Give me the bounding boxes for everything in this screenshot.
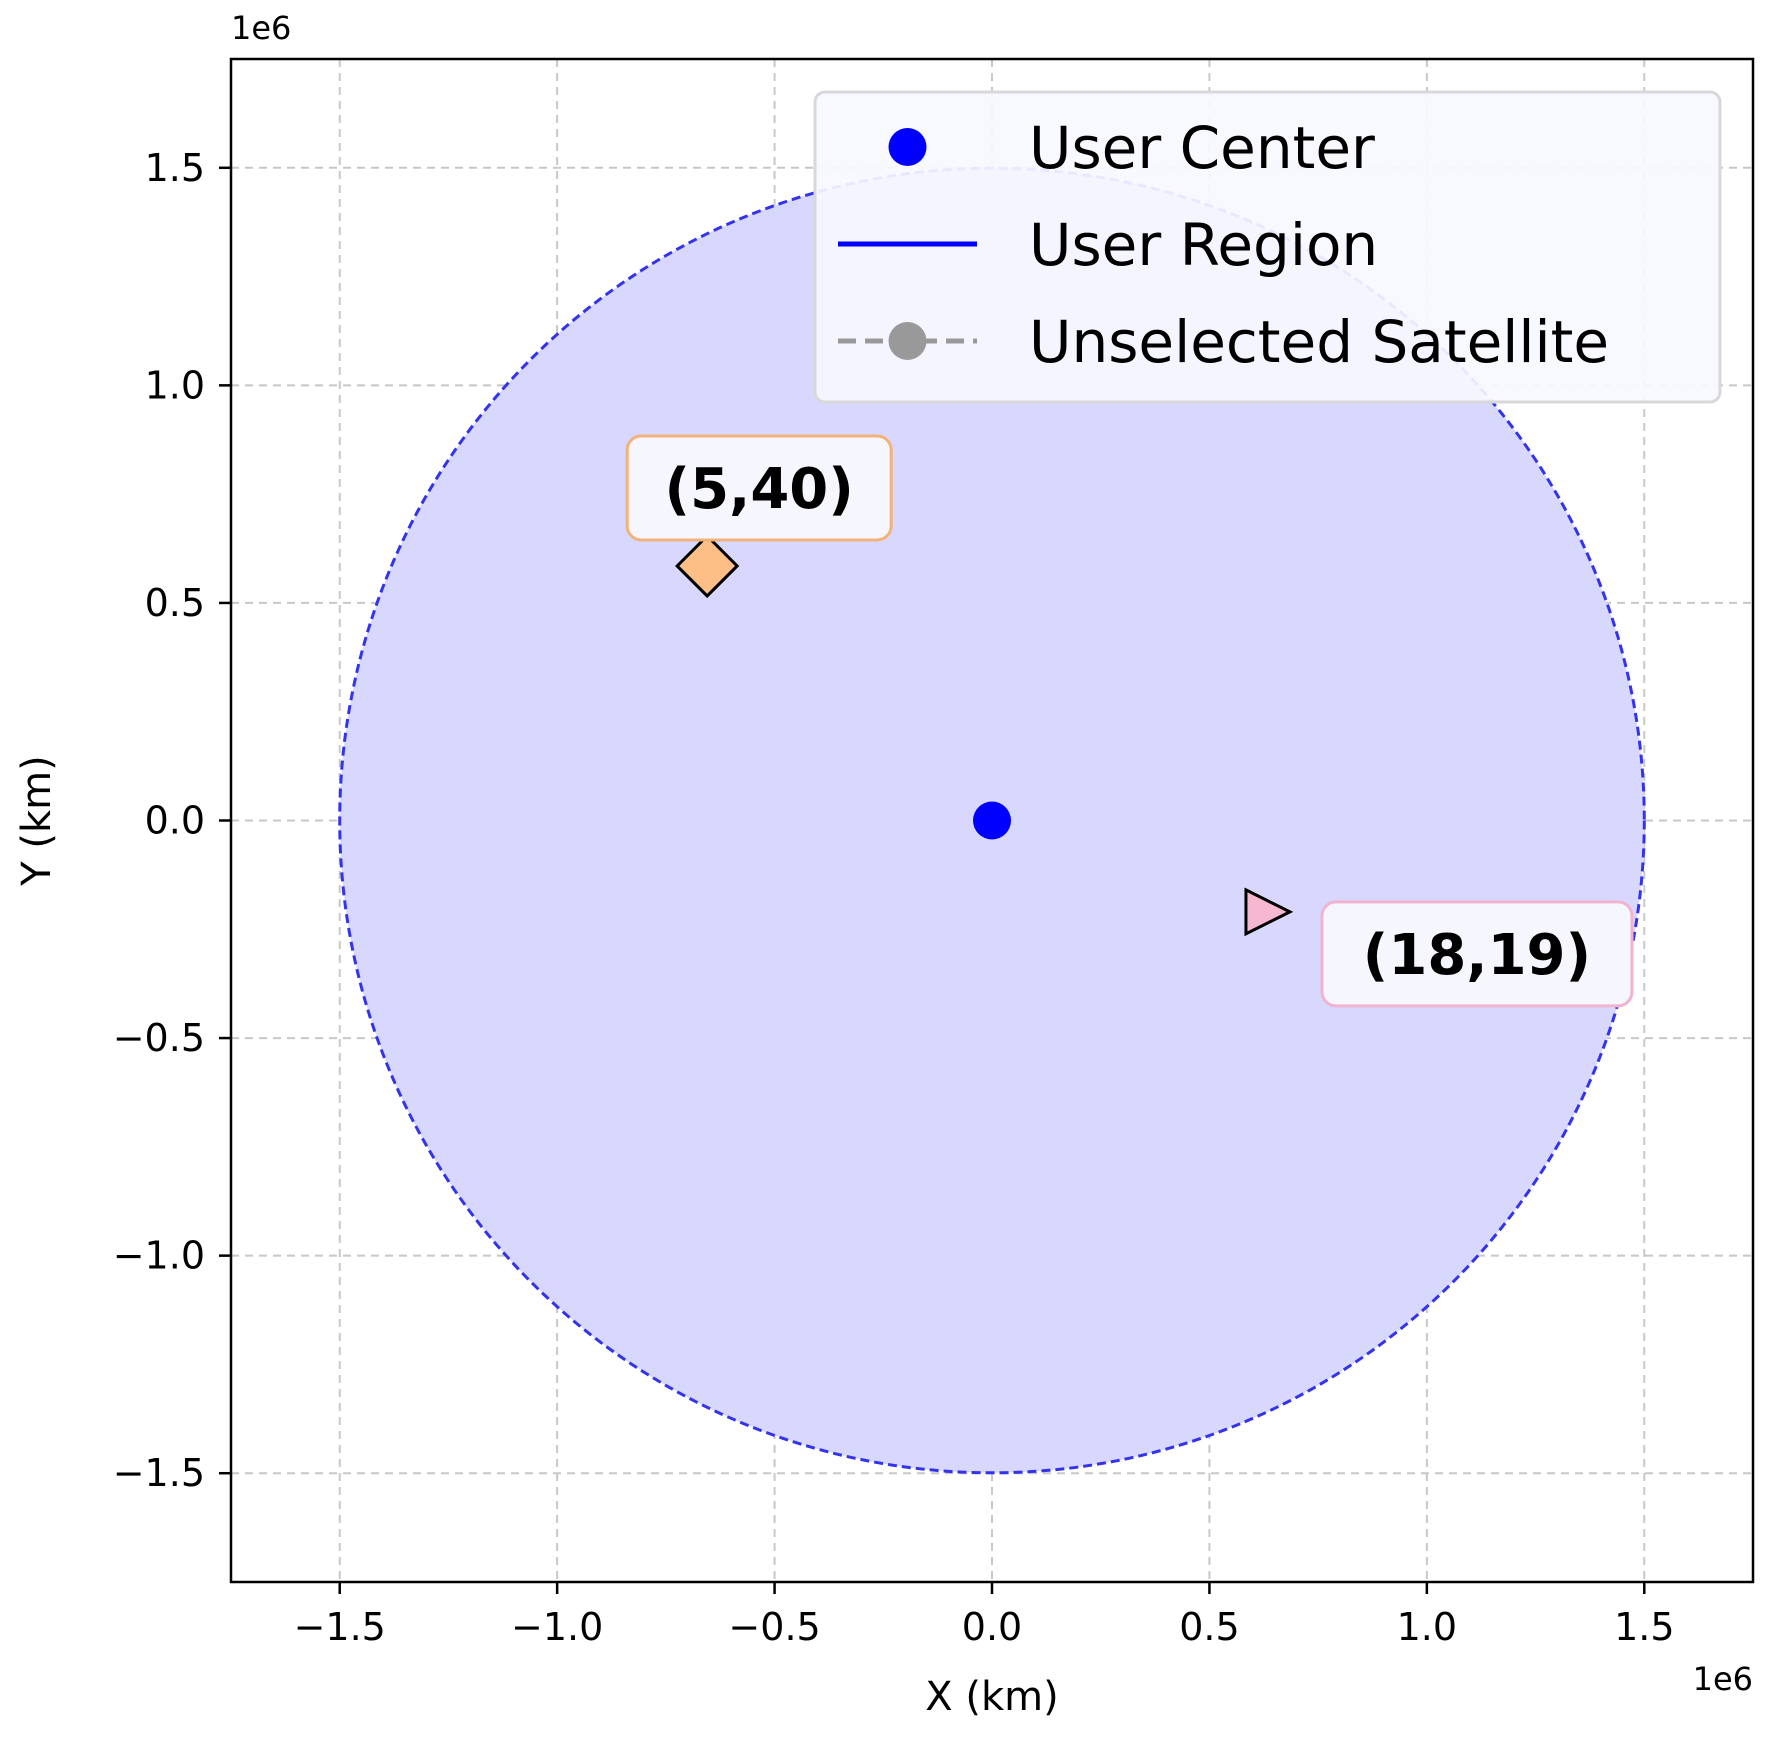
- y-tick-label-2: −0.5: [113, 1016, 205, 1060]
- legend-box: [813, 90, 1722, 404]
- annotation-label-0: (5,40): [664, 457, 853, 522]
- y-tick-label-6: 1.5: [145, 146, 205, 190]
- y-tick-label-3: 0.0: [145, 799, 205, 843]
- x-tick-label-1: −1.0: [511, 1605, 603, 1649]
- x-axis-label: X (km): [925, 1674, 1058, 1720]
- x-offset-label: 1e6: [1693, 1660, 1753, 1698]
- y-tick-label-5: 1.0: [145, 363, 205, 407]
- y-tick-label-4: 0.5: [145, 581, 205, 625]
- x-tick-label-0: −1.5: [294, 1605, 386, 1649]
- satellite-marker-1: [1244, 887, 1294, 937]
- x-axis-ticks: −1.5 −1.0 −0.5 0.0 0.5 1.0 1.5: [294, 1582, 1675, 1649]
- x-tick-label-2: −0.5: [728, 1605, 820, 1649]
- legend-entry-2: Unselected Satellite: [838, 308, 1609, 376]
- legend-label-0: User Center: [1029, 114, 1375, 182]
- user-center-point: [973, 801, 1011, 840]
- y-axis-label: Y (km): [14, 755, 60, 887]
- annotation-label-1: (18,19): [1363, 923, 1591, 988]
- legend-entry-1: User Region: [838, 211, 1378, 279]
- annotation-box-0: [625, 434, 893, 542]
- legend-entry-0: User Center: [888, 114, 1375, 182]
- x-tick-label-5: 1.0: [1397, 1605, 1457, 1649]
- x-tick-label-4: 0.5: [1179, 1605, 1239, 1649]
- satellite-0: (5,40): [625, 434, 893, 599]
- y-axis-ticks: −1.5 −1.0 −0.5 0.0 0.5 1.0 1.5: [113, 146, 231, 1495]
- y-tick-label-0: −1.5: [113, 1451, 205, 1495]
- x-tick-label-3: 0.0: [962, 1605, 1022, 1649]
- legend-label-2: Unselected Satellite: [1029, 308, 1609, 376]
- satellite-1: (18,19): [1244, 887, 1634, 1008]
- annotation-box-1: [1320, 900, 1634, 1008]
- legend-swatch-dashed-dot: [888, 322, 927, 360]
- x-tick-label-6: 1.5: [1614, 1605, 1674, 1649]
- y-offset-label: 1e6: [231, 9, 291, 47]
- y-tick-label-1: −1.0: [113, 1234, 205, 1278]
- satellite-markers: (5,40) (18,19): [625, 434, 1634, 1008]
- satellite-marker-0: [675, 533, 740, 599]
- legend-label-1: User Region: [1029, 211, 1378, 279]
- legend-swatch-dot: [888, 128, 927, 166]
- plot-frame: [229, 57, 1755, 1584]
- legend: User Center User Region Unselected Satelli…: [813, 90, 1722, 404]
